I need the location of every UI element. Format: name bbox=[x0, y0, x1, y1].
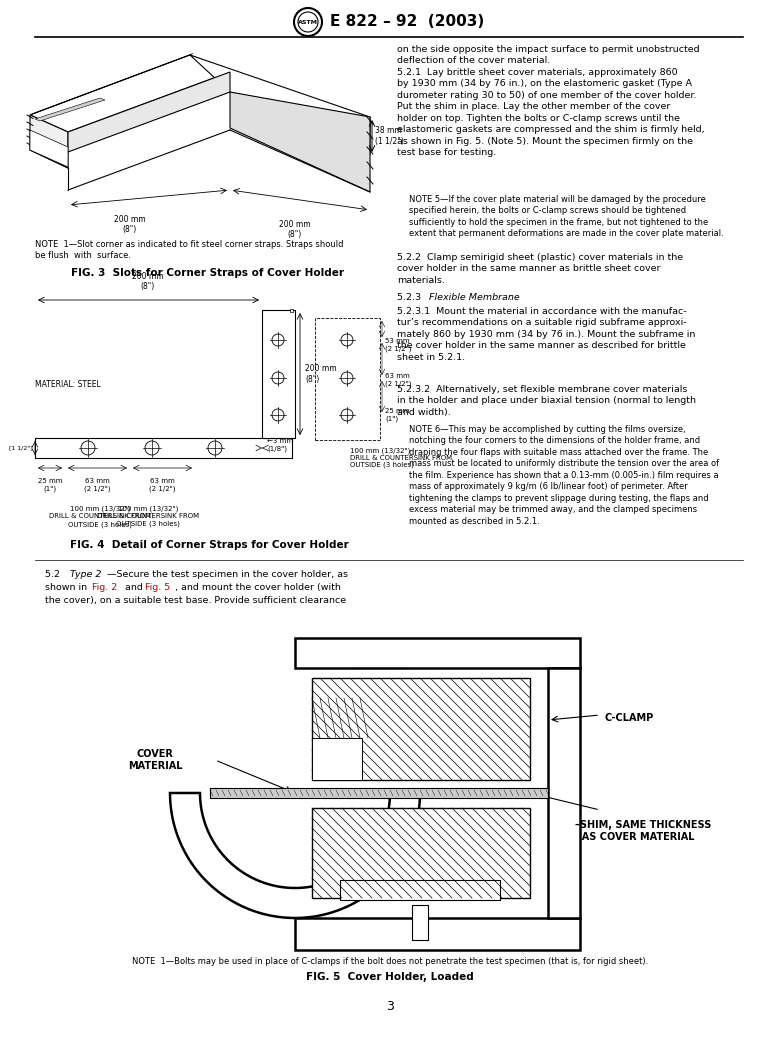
Text: 53 mm
(2 1/2"): 53 mm (2 1/2") bbox=[385, 338, 412, 352]
Bar bbox=[295, 638, 580, 668]
Text: 200 mm
(8"): 200 mm (8") bbox=[279, 220, 311, 239]
Text: shown in: shown in bbox=[45, 583, 90, 592]
Bar bbox=[340, 880, 500, 900]
Text: –SHIM, SAME THICKNESS
  AS COVER MATERIAL: –SHIM, SAME THICKNESS AS COVER MATERIAL bbox=[575, 820, 711, 841]
Text: 200 mm
(8"): 200 mm (8") bbox=[305, 364, 337, 384]
Bar bbox=[312, 678, 530, 780]
Text: 100 mm (13/32")
DRILL & COUNTERSINK FROM
OUTSIDE (3 holes): 100 mm (13/32") DRILL & COUNTERSINK FROM… bbox=[49, 505, 151, 528]
Text: 5.2.3.2  Alternatively, set flexible membrane cover materials
in the holder and : 5.2.3.2 Alternatively, set flexible memb… bbox=[397, 385, 696, 416]
Bar bbox=[548, 668, 580, 918]
Bar bbox=[312, 738, 362, 780]
Text: 3: 3 bbox=[386, 1000, 394, 1013]
Text: Fig. 2: Fig. 2 bbox=[92, 583, 117, 592]
Text: [1 1/2"]: [1 1/2"] bbox=[9, 446, 33, 451]
Polygon shape bbox=[30, 55, 230, 132]
Bar bbox=[315, 318, 380, 440]
Text: NOTE 6—This may be accomplished by cutting the films oversize,
notching the four: NOTE 6—This may be accomplished by cutti… bbox=[409, 425, 719, 526]
Text: ASTM: ASTM bbox=[298, 20, 318, 25]
Text: Flexible Membrane: Flexible Membrane bbox=[429, 293, 520, 302]
Text: 5.2.2  Clamp semirigid sheet (plastic) cover materials in the
cover holder in th: 5.2.2 Clamp semirigid sheet (plastic) co… bbox=[397, 253, 683, 285]
Text: ←3 mm
(1/8"): ←3 mm (1/8") bbox=[267, 438, 293, 452]
Polygon shape bbox=[170, 793, 420, 918]
Text: 200 mm
(8"): 200 mm (8") bbox=[114, 215, 145, 234]
Text: MATERIAL: STEEL: MATERIAL: STEEL bbox=[35, 380, 100, 389]
Text: NOTE 5—If the cover plate material will be damaged by the procedure
specified he: NOTE 5—If the cover plate material will … bbox=[409, 195, 724, 238]
Text: FIG. 4  Detail of Corner Straps for Cover Holder: FIG. 4 Detail of Corner Straps for Cover… bbox=[69, 540, 349, 550]
Polygon shape bbox=[30, 115, 68, 168]
Text: 5.2.3.1  Mount the material in accordance with the manufac-
tur’s recommendation: 5.2.3.1 Mount the material in accordance… bbox=[397, 307, 696, 362]
Text: on the side opposite the impact surface to permit unobstructed
deflection of the: on the side opposite the impact surface … bbox=[397, 45, 699, 66]
Polygon shape bbox=[68, 72, 230, 152]
Text: 25 mm
(1"): 25 mm (1") bbox=[385, 408, 409, 422]
Text: 25 mm
(1"): 25 mm (1") bbox=[38, 478, 62, 491]
Text: FIG. 3  Slots for Corner Straps of Cover Holder: FIG. 3 Slots for Corner Straps of Cover … bbox=[72, 268, 345, 278]
Text: and: and bbox=[122, 583, 146, 592]
Polygon shape bbox=[30, 130, 68, 167]
Text: COVER
MATERIAL: COVER MATERIAL bbox=[128, 750, 182, 770]
Text: 100 mm (13/32")
DRILL & COUNTERSINK FROM
OUTSIDE (3 holes): 100 mm (13/32") DRILL & COUNTERSINK FROM… bbox=[97, 506, 199, 527]
Text: 200 mm
(8"): 200 mm (8") bbox=[132, 272, 164, 291]
Text: 63 mm
(2 1/2"): 63 mm (2 1/2") bbox=[84, 478, 110, 491]
Text: NOTE  1—Slot corner as indicated to fit steel corner straps. Straps should
be fl: NOTE 1—Slot corner as indicated to fit s… bbox=[35, 240, 344, 260]
Bar bbox=[210, 788, 548, 798]
Polygon shape bbox=[230, 92, 370, 192]
Text: , and mount the cover holder (with: , and mount the cover holder (with bbox=[175, 583, 341, 592]
Bar bbox=[290, 309, 293, 312]
Text: 63 mm
(2 1/2"): 63 mm (2 1/2") bbox=[149, 478, 175, 491]
Text: 100 mm (13/32")
DRILL & COUNTERSINK FROM
OUTSIDE (3 holes): 100 mm (13/32") DRILL & COUNTERSINK FROM… bbox=[350, 447, 452, 468]
Text: C-CLAMP: C-CLAMP bbox=[605, 713, 654, 723]
Bar bbox=[295, 918, 580, 950]
Text: Fig. 5: Fig. 5 bbox=[145, 583, 170, 592]
Text: the cover), on a suitable test base. Provide sufficient clearance: the cover), on a suitable test base. Pro… bbox=[45, 596, 346, 605]
Text: NOTE  1—Bolts may be used in place of C-clamps if the bolt does not penetrate th: NOTE 1—Bolts may be used in place of C-c… bbox=[132, 957, 648, 966]
Text: 5.2.1  Lay brittle sheet cover materials, approximately 860
by 1930 mm (34 by 76: 5.2.1 Lay brittle sheet cover materials,… bbox=[397, 68, 705, 157]
Text: FIG. 5  Cover Holder, Loaded: FIG. 5 Cover Holder, Loaded bbox=[306, 972, 474, 982]
Text: 38 mm
(1 1/2"): 38 mm (1 1/2") bbox=[375, 126, 404, 146]
Bar bbox=[35, 438, 292, 458]
Text: 5.2: 5.2 bbox=[45, 570, 66, 579]
Text: :: : bbox=[509, 293, 512, 302]
Text: 5.2.3: 5.2.3 bbox=[397, 293, 427, 302]
Bar bbox=[312, 808, 530, 898]
Polygon shape bbox=[190, 55, 370, 155]
Bar bbox=[262, 310, 295, 438]
Text: 63 mm
(2 1/2"): 63 mm (2 1/2") bbox=[385, 374, 412, 387]
Polygon shape bbox=[35, 98, 105, 121]
Text: Type 2: Type 2 bbox=[70, 570, 101, 579]
Text: E 822 – 92  (2003): E 822 – 92 (2003) bbox=[330, 15, 484, 29]
Text: —Secure the test specimen in the cover holder, as: —Secure the test specimen in the cover h… bbox=[107, 570, 348, 579]
Bar bbox=[412, 905, 428, 940]
